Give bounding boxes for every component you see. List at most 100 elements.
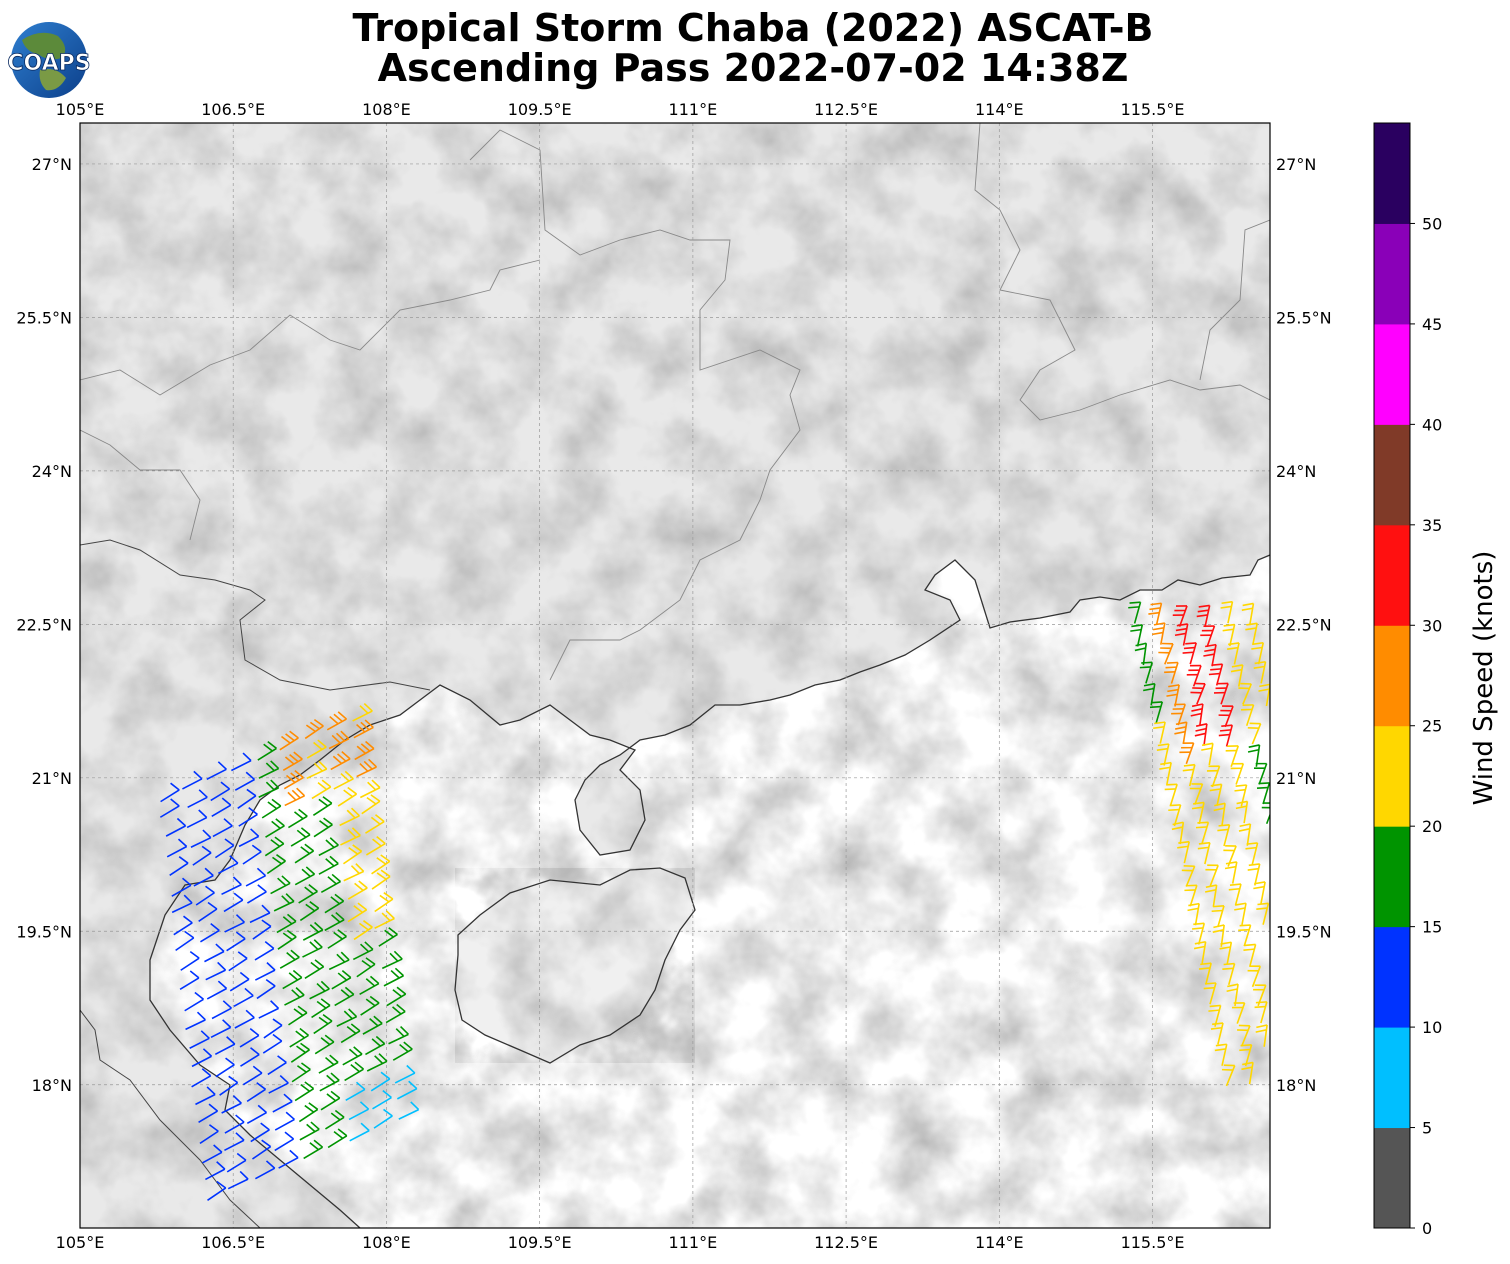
colorbar-tick-label: 40	[1422, 415, 1442, 434]
wind-barb	[362, 1015, 383, 1035]
colorbar-segment	[1374, 123, 1410, 224]
wind-barb	[347, 880, 368, 900]
wind-barb	[313, 817, 333, 838]
wind-barb	[159, 798, 180, 818]
wind-barb	[1230, 762, 1245, 785]
wind-barb	[1254, 762, 1268, 785]
wind-barb	[192, 845, 212, 866]
wind-barb	[239, 1028, 260, 1048]
wind-barb	[195, 885, 215, 906]
wind-barb	[274, 1131, 295, 1152]
lon-label-top: 115.5°E	[1121, 100, 1185, 119]
wind-barb	[1253, 660, 1267, 684]
wind-barb	[1261, 802, 1270, 825]
wind-barb	[311, 998, 331, 1019]
colorbar-tick-label: 15	[1422, 918, 1442, 937]
wind-barb	[1164, 783, 1178, 806]
wind-barb	[320, 1090, 341, 1111]
wind-barb	[298, 1102, 319, 1123]
wind-barb	[1208, 663, 1224, 686]
lon-label-bottom: 106.5°E	[201, 1233, 265, 1252]
border-vietnam-laos	[80, 1009, 261, 1228]
wind-barb	[1198, 962, 1212, 985]
lat-label-left: 22.5°N	[16, 615, 72, 634]
wind-barb	[343, 844, 363, 865]
wind-barb	[1191, 801, 1205, 825]
wind-barb	[279, 949, 300, 969]
wind-barb	[276, 913, 297, 934]
wind-barb	[288, 1005, 308, 1026]
wind-barb	[388, 1026, 409, 1045]
wind-barb	[1190, 682, 1206, 705]
lon-label-top: 114°E	[975, 100, 1024, 119]
lon-label-top: 111°E	[669, 100, 718, 119]
wind-barb	[229, 971, 250, 992]
lon-label-bottom: 115.5°E	[1121, 1233, 1185, 1252]
wind-barb	[356, 758, 378, 778]
wind-barb	[1204, 884, 1218, 907]
wind-barb	[205, 1161, 226, 1181]
wind-barb	[1203, 982, 1217, 1005]
lat-label-left: 27°N	[32, 155, 72, 174]
colorbar-tick-label: 30	[1422, 616, 1442, 635]
wind-barb	[1171, 821, 1185, 845]
colorbar-segment	[1374, 223, 1410, 325]
wind-barb	[191, 1048, 213, 1068]
wind-barb	[1247, 863, 1261, 886]
wind-barb	[352, 702, 373, 722]
border-provincial-2	[80, 259, 541, 396]
lon-label-top: 105°E	[56, 100, 105, 119]
wind-barb	[1253, 881, 1266, 904]
lon-label-top: 112.5°E	[814, 100, 878, 119]
wind-barb	[386, 986, 407, 1007]
wind-barb	[396, 1080, 418, 1100]
border-provincial-1	[469, 129, 801, 681]
wind-barb	[287, 808, 308, 829]
wind-barb	[1217, 824, 1231, 847]
wind-barb	[1168, 804, 1182, 827]
wind-barb	[1195, 821, 1210, 844]
wind-barb	[374, 892, 394, 913]
lat-label-left: 21°N	[32, 769, 72, 788]
wind-barb	[314, 1034, 335, 1055]
wind-barb	[328, 951, 350, 971]
coastline-mainland	[149, 554, 1270, 1228]
wind-barb	[195, 1086, 216, 1106]
wind-barb	[1172, 605, 1188, 627]
wind-barb	[1241, 1061, 1254, 1085]
wind-barb	[370, 1071, 391, 1092]
lon-label-top: 109.5°E	[508, 100, 572, 119]
lat-label-right: 19.5°N	[1276, 922, 1332, 941]
wind-barb	[282, 751, 303, 771]
lat-label-left: 25.5°N	[16, 308, 72, 327]
wind-barb	[302, 921, 324, 941]
lon-label-bottom: 112.5°E	[814, 1233, 878, 1252]
wind-barb	[290, 1042, 310, 1063]
wind-barb	[1214, 1043, 1228, 1066]
wind-barb	[180, 950, 200, 971]
wind-barb	[257, 741, 277, 761]
wind-barb	[1237, 1024, 1251, 1047]
lon-label-top: 106.5°E	[201, 100, 265, 119]
wind-barb	[227, 1170, 249, 1190]
wind-barb	[1206, 765, 1221, 788]
title-line-1: Tropical Storm Chaba (2022) ASCAT-B	[352, 6, 1154, 50]
wind-barb	[238, 807, 258, 827]
wind-barb	[319, 1072, 340, 1092]
border-provincial-4	[1199, 219, 1270, 381]
wind-barb	[1179, 742, 1195, 765]
wind-barb	[169, 856, 189, 877]
wind-barb	[1222, 962, 1236, 986]
wind-barb	[1181, 865, 1196, 887]
wind-barb	[211, 1000, 232, 1020]
lat-label-right: 25.5°N	[1276, 308, 1332, 327]
lat-label-right: 18°N	[1276, 1076, 1316, 1095]
wind-barb	[1187, 902, 1200, 926]
wind-barb	[198, 1103, 219, 1123]
coastline-hainan	[454, 867, 696, 1064]
wind-barb	[1189, 783, 1204, 805]
wind-barb	[173, 915, 193, 936]
wind-barb	[242, 1065, 263, 1086]
wind-barb	[365, 836, 386, 856]
wind-barb	[337, 786, 358, 807]
